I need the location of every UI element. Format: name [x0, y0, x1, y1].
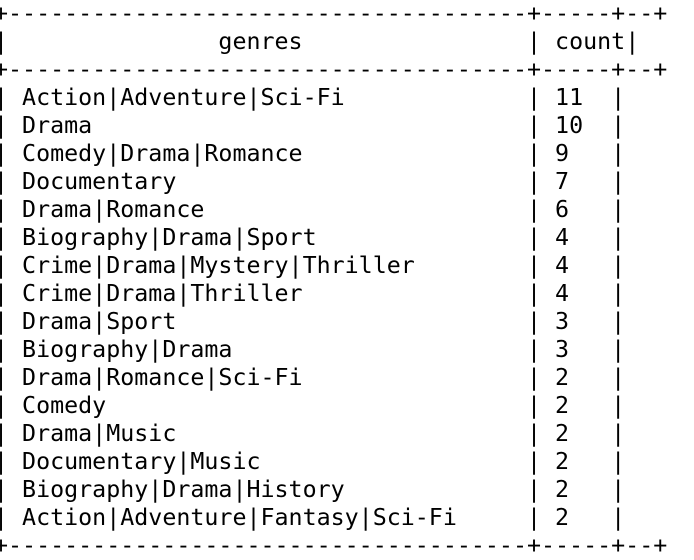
cell-genres: Crime|Drama|Thriller: [8, 280, 527, 307]
table-row: | Biography|Drama|Sport | 4 |: [0, 224, 654, 251]
table-row: | Crime|Drama|Mystery|Thriller | 4 |: [0, 252, 654, 279]
cell-genres: Comedy|Drama|Romance: [8, 140, 527, 167]
cell-count: 3: [541, 308, 612, 335]
table-row: | Crime|Drama|Thriller | 4 |: [0, 280, 654, 307]
cell-genres: Crime|Drama|Mystery|Thriller: [8, 252, 527, 279]
column-header-genres: genres: [8, 28, 527, 55]
cell-genres: Action|Adventure|Fantasy|Sci-Fi: [8, 504, 527, 531]
table-row: | Drama|Romance | 6 |: [0, 196, 654, 223]
cell-count: 3: [541, 336, 612, 363]
cell-genres: Biography|Drama: [8, 336, 527, 363]
table-row: | Drama|Music | 2 |: [0, 420, 654, 447]
cell-genres: Biography|Drama|Sport: [8, 224, 527, 251]
cell-genres: Drama|Music: [8, 420, 527, 447]
cell-count: 9: [541, 140, 612, 167]
table-row: | Drama|Sport | 3 |: [0, 308, 654, 335]
cell-count: 4: [541, 224, 612, 251]
cell-count: 2: [541, 448, 612, 475]
cell-count: 2: [541, 504, 612, 531]
cell-genres: Documentary: [8, 168, 527, 195]
table-row: | Biography|Drama | 3 |: [0, 336, 654, 363]
cell-count: 2: [541, 420, 612, 447]
cell-count: 2: [541, 476, 612, 503]
cell-count: 7: [541, 168, 612, 195]
table-row: | Drama|Romance|Sci-Fi | 2 |: [0, 364, 654, 391]
table-border-top: +-------------------------------------+-…: [0, 0, 668, 27]
cell-count: 6: [541, 196, 612, 223]
table-row: | Action|Adventure|Fantasy|Sci-Fi | 2 |: [0, 504, 654, 531]
cell-count: 4: [541, 280, 612, 307]
table-row: | Comedy | 2 |: [0, 392, 654, 419]
table-row: | Drama | 10 |: [0, 112, 654, 139]
cell-genres: Biography|Drama|History: [8, 476, 527, 503]
table-row: | Biography|Drama|History | 2 |: [0, 476, 654, 503]
table-border-bottom: +-------------------------------------+-…: [0, 532, 668, 559]
cell-genres: Documentary|Music: [8, 448, 527, 475]
cell-genres: Action|Adventure|Sci-Fi: [8, 84, 527, 111]
table-header-row: | genres | count|: [0, 28, 668, 55]
cell-count: 10: [541, 112, 612, 139]
cell-genres: Drama|Romance|Sci-Fi: [8, 364, 527, 391]
cell-count: 4: [541, 252, 612, 279]
table-border-header: +-------------------------------------+-…: [0, 56, 668, 83]
table-row: | Documentary | 7 |: [0, 168, 654, 195]
cell-count: 2: [541, 364, 612, 391]
cell-count: 2: [541, 392, 612, 419]
cell-genres: Comedy: [8, 392, 527, 419]
table-row: | Comedy|Drama|Romance | 9 |: [0, 140, 654, 167]
cell-genres: Drama|Sport: [8, 308, 527, 335]
cell-genres: Drama|Romance: [8, 196, 527, 223]
cell-genres: Drama: [8, 112, 527, 139]
table-row: | Action|Adventure|Sci-Fi | 11 |: [0, 84, 654, 111]
column-header-count: count: [541, 28, 626, 55]
table-row: | Documentary|Music | 2 |: [0, 448, 654, 475]
cell-count: 11: [541, 84, 612, 111]
